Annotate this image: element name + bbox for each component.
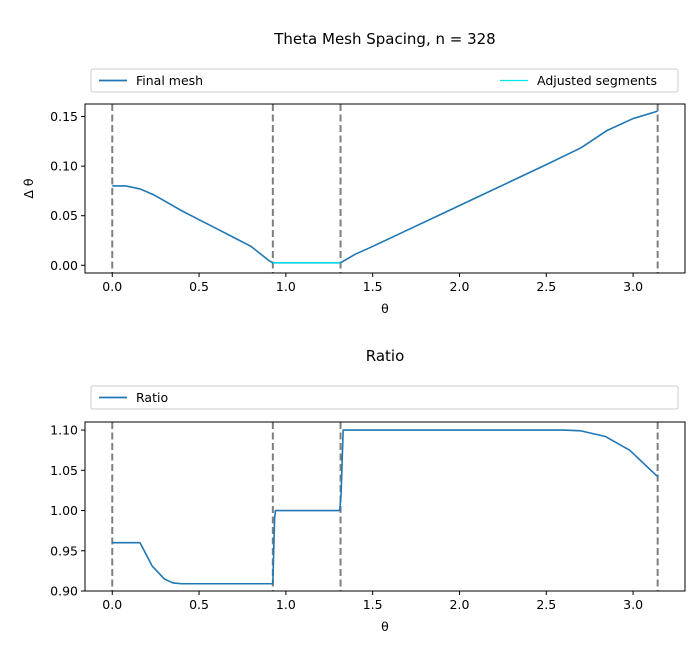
y-tick-label: 0.90	[50, 584, 78, 599]
chart-1: Theta Mesh Spacing, n = 328 Final mesh Adj…	[21, 30, 686, 316]
x-tick-label: 0.0	[102, 279, 122, 294]
x-tick-label: 2.5	[536, 597, 556, 612]
series-line-1	[112, 110, 658, 264]
y-tick-label: 0.00	[50, 258, 78, 273]
x-tick-label: 1.5	[363, 597, 383, 612]
x-tick-label: 2.0	[450, 279, 470, 294]
y-tick-label: 0.15	[50, 109, 78, 124]
y-tick-label: 0.95	[50, 543, 78, 558]
legend-box	[90, 68, 679, 93]
y-axis-label: Δ θ	[21, 178, 36, 198]
y-tick-label: 1.05	[50, 463, 78, 478]
x-tick-label: 0.5	[189, 279, 209, 294]
x-tick-label: 0.5	[189, 597, 209, 612]
x-tick-label: 0.0	[102, 597, 122, 612]
chart-title: Ratio	[366, 347, 405, 365]
plot-frame	[84, 421, 686, 592]
x-tick-label: 2.0	[450, 597, 470, 612]
y-tick-label: 0.10	[50, 159, 78, 174]
x-tick-label: 1.0	[276, 279, 296, 294]
chart-2: Ratio Ratio 0.0 0.5 1.0 1.5 2.0 2.5 3.0 0.90 0.95 1…	[50, 347, 686, 634]
x-tick-label: 3.0	[623, 597, 643, 612]
plot-frame	[84, 103, 686, 274]
y-tick-label: 1.10	[50, 423, 78, 438]
legend-box	[90, 385, 679, 410]
y-tick-label: 1.00	[50, 503, 78, 518]
x-axis-label: θ	[381, 619, 389, 634]
x-tick-label: 1.5	[363, 279, 383, 294]
legend-label-1: Ratio	[136, 390, 168, 405]
x-tick-label: 1.0	[276, 597, 296, 612]
x-tick-label: 3.0	[623, 279, 643, 294]
legend-label-2: Adjusted segments	[537, 73, 657, 88]
series-line-1	[112, 429, 659, 585]
chart-title: Theta Mesh Spacing, n = 328	[273, 30, 495, 48]
y-tick-label: 0.05	[50, 208, 78, 223]
x-tick-label: 2.5	[536, 279, 556, 294]
legend-label-1: Final mesh	[136, 73, 203, 88]
x-axis-label: θ	[381, 301, 389, 316]
